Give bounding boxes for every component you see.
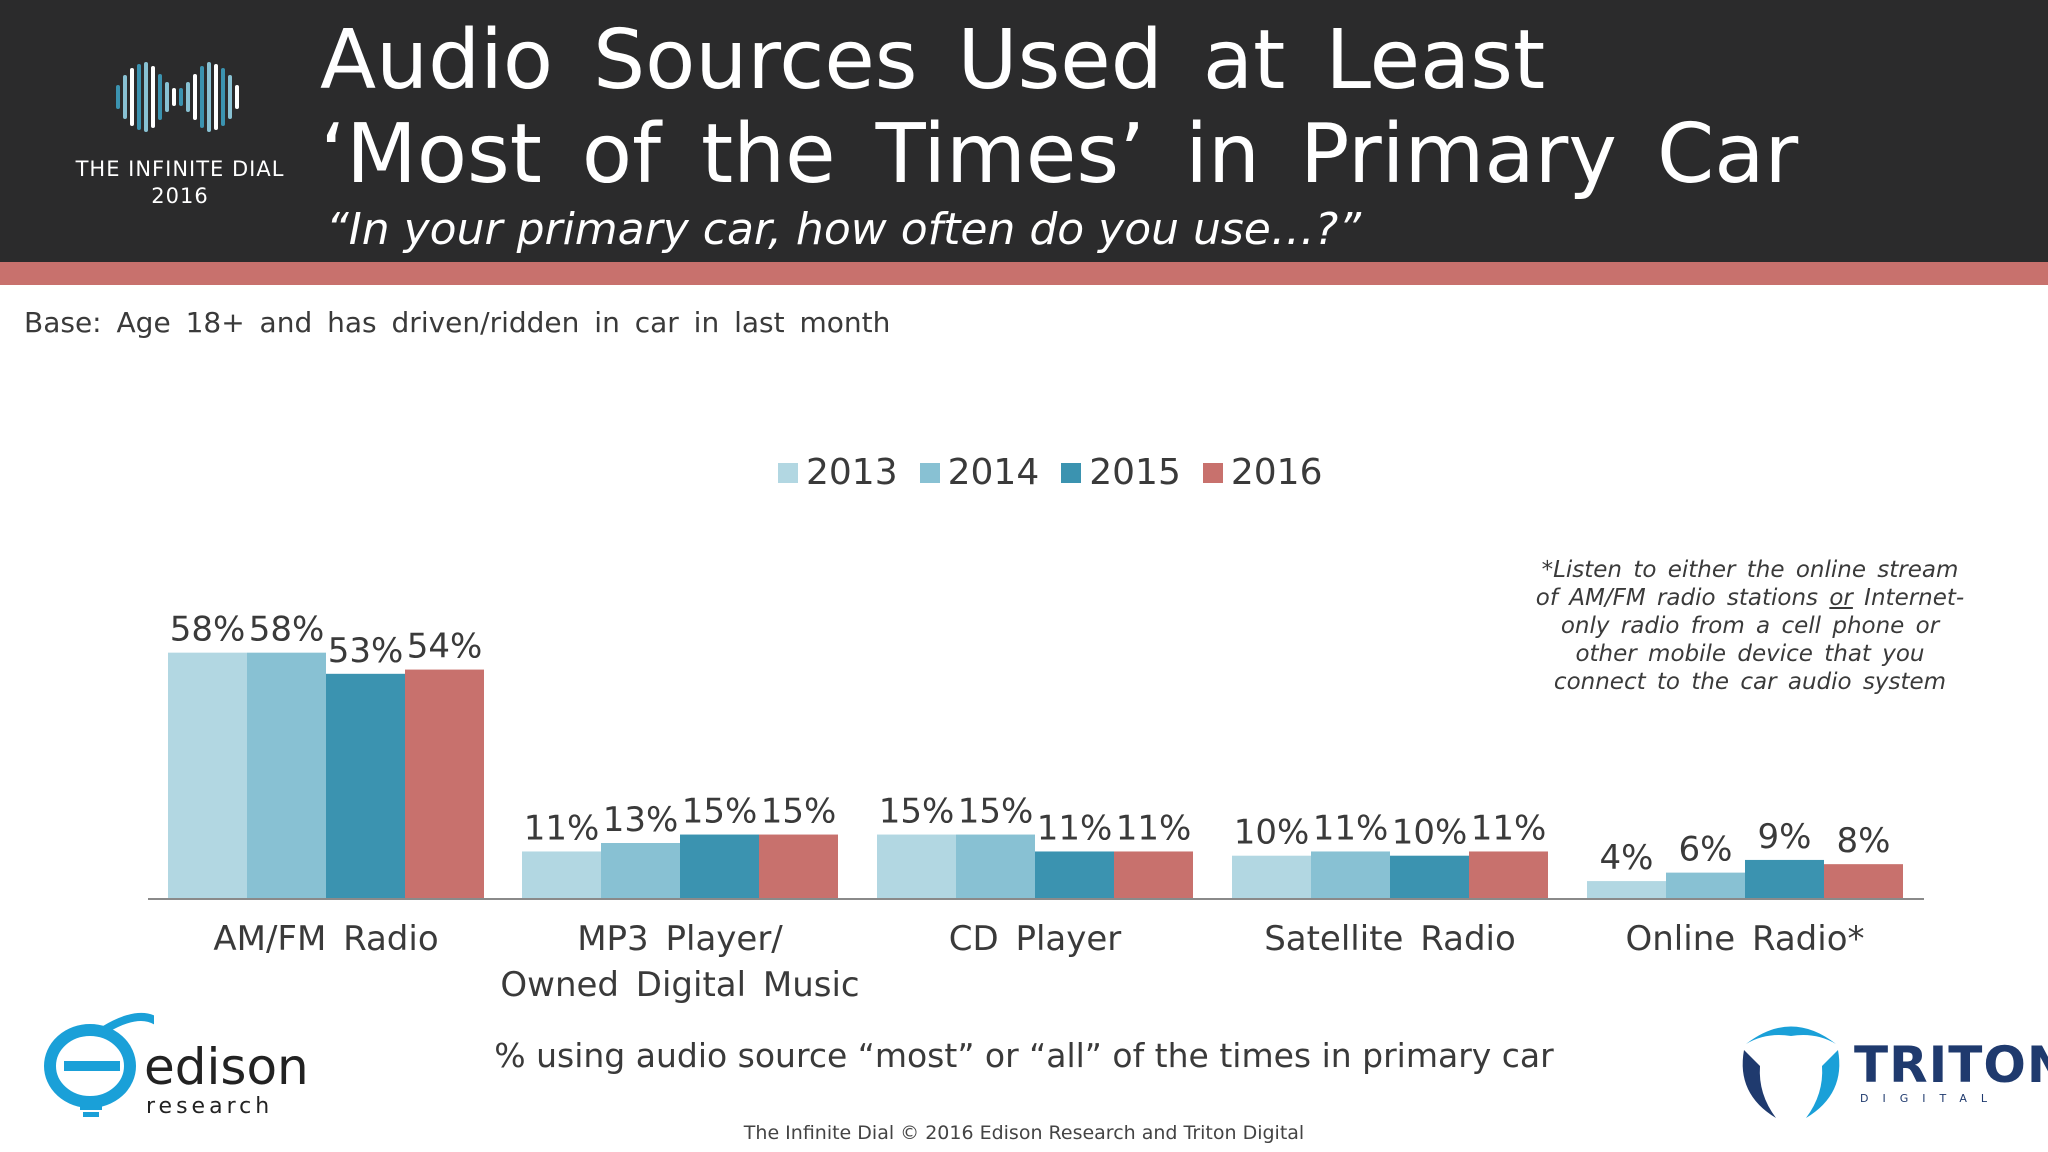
legend-item-2014: 2014 — [919, 452, 1040, 493]
bar-2015-cat-2 — [1035, 851, 1114, 898]
bar-2014-cat-4 — [1666, 872, 1745, 898]
footnote-line-3: only radio from a cell phone or — [1560, 613, 1940, 639]
triton-sub: DIGITAL — [1860, 1092, 2002, 1105]
footnote-line-5: connect to the car audio system — [1553, 669, 1947, 695]
bar-2014-cat-2 — [956, 834, 1035, 898]
data-label-2014-cat-2: 15% — [958, 792, 1034, 832]
bar-2013-cat-3 — [1232, 855, 1311, 898]
data-label-2013-cat-2: 15% — [879, 792, 955, 832]
bar-2016-cat-3 — [1469, 851, 1548, 898]
triton-swirl-icon — [1742, 1026, 1840, 1118]
page-subtitle: “In your primary car, how often do you u… — [326, 204, 1362, 255]
data-label-2013-cat-4: 4% — [1600, 838, 1654, 878]
page-title: Audio Sources Used at Least ‘Most of the… — [320, 14, 2020, 202]
legend-item-2015: 2015 — [1061, 452, 1181, 493]
bar-2014-cat-1 — [601, 843, 680, 898]
copyright-note: The Infinite Dial © 2016 Edison Research… — [743, 1122, 1305, 1144]
legend-label-2014: 2014 — [947, 452, 1040, 493]
data-label-2015-cat-0: 53% — [328, 631, 404, 671]
bar-2013-cat-2 — [877, 834, 956, 898]
footnote-line-1: *Listen to either the online stream — [1541, 557, 1959, 583]
data-label-2016-cat-2: 11% — [1116, 808, 1192, 848]
header-stripe — [0, 262, 2048, 285]
data-label-2016-cat-1: 15% — [761, 792, 837, 832]
bar-2015-cat-3 — [1390, 855, 1469, 898]
bar-2015-cat-1 — [680, 834, 759, 898]
data-label-2014-cat-1: 13% — [603, 800, 679, 840]
footnote-line-2: of AM/FM radio stations or Internet- — [1520, 584, 1980, 612]
footnote-line-2a: of AM/FM radio stations — [1535, 585, 1830, 611]
category-label-4-line-0: Online Radio* — [1625, 919, 1864, 959]
infinite-dial-icon — [116, 62, 239, 132]
legend-item-2016: 2016 — [1202, 452, 1323, 493]
footnote-line-4: other mobile device that you — [1575, 641, 1925, 667]
data-label-2015-cat-2: 11% — [1037, 808, 1113, 848]
bar-2016-cat-2 — [1114, 851, 1193, 898]
data-label-2016-cat-0: 54% — [407, 627, 483, 667]
legend-label-2015: 2015 — [1089, 452, 1181, 493]
bar-2016-cat-1 — [759, 834, 838, 898]
triton-digital-logo: TRITON DIGITAL — [1736, 1014, 2048, 1124]
bar-2013-cat-0 — [168, 652, 247, 898]
title-line-2: ‘Most of the Times’ in Primary Car — [320, 107, 1799, 202]
category-label-3-line-0: Satellite Radio — [1264, 919, 1516, 959]
edison-name: edison — [144, 1038, 309, 1096]
edison-research-logo: edison research — [44, 1010, 309, 1122]
bar-2014-cat-0 — [247, 652, 326, 898]
chart-caption: % using audio source “most” or “all” of … — [494, 1036, 1554, 1075]
footnote-line-2b: Internet- — [1852, 585, 1965, 611]
legend-item-2013: 2013 — [778, 452, 898, 493]
bar-2013-cat-1 — [522, 851, 601, 898]
infinite-dial-logo: THE INFINITE DIAL 2016 — [60, 48, 300, 218]
data-label-2016-cat-3: 11% — [1471, 808, 1547, 848]
category-label-0-line-0: AM/FM Radio — [213, 919, 438, 959]
data-label-2013-cat-3: 10% — [1234, 813, 1310, 853]
category-label-1-line-1: Owned Digital Music — [500, 965, 859, 1005]
edison-sub: research — [146, 1094, 274, 1119]
legend-swatch-2013 — [778, 462, 798, 483]
data-label-2015-cat-1: 15% — [682, 792, 758, 832]
online-radio-footnote: *Listen to either the online stream of A… — [1520, 556, 1980, 696]
category-label-2-line-0: CD Player — [949, 919, 1122, 959]
triton-name: TRITON — [1854, 1036, 2048, 1094]
bar-2015-cat-4 — [1745, 859, 1824, 898]
title-line-1: Audio Sources Used at Least — [320, 13, 1546, 108]
bar-2015-cat-0 — [326, 673, 405, 898]
footnote-or: or — [1829, 585, 1853, 611]
bar-2016-cat-4 — [1824, 864, 1903, 898]
legend-swatch-2016 — [1202, 462, 1223, 483]
legend-label-2016: 2016 — [1230, 452, 1323, 493]
bar-2013-cat-4 — [1587, 881, 1666, 898]
base-note: Base: Age 18+ and has driven/ridden in c… — [24, 306, 891, 339]
bar-2014-cat-3 — [1311, 851, 1390, 898]
data-label-2014-cat-4: 6% — [1679, 830, 1733, 870]
bar-2016-cat-0 — [405, 669, 484, 898]
data-label-2014-cat-3: 11% — [1313, 808, 1389, 848]
legend-swatch-2015 — [1061, 462, 1082, 483]
edison-bulb-icon — [44, 1012, 154, 1117]
category-label-1-line-0: MP3 Player/ — [577, 919, 783, 959]
data-label-2015-cat-4: 9% — [1758, 817, 1812, 857]
data-label-2013-cat-0: 58% — [170, 610, 246, 650]
chart-legend: 2013 2014 2015 2016 — [778, 452, 1323, 493]
legend-swatch-2014 — [919, 462, 940, 483]
data-label-2015-cat-3: 10% — [1392, 813, 1468, 853]
legend-label-2013: 2013 — [806, 452, 898, 493]
brand-year: 2016 — [151, 184, 209, 208]
data-label-2014-cat-0: 58% — [249, 610, 325, 650]
data-label-2013-cat-1: 11% — [524, 808, 600, 848]
header-bar — [0, 0, 2048, 262]
brand-name: THE INFINITE DIAL — [75, 157, 285, 181]
data-label-2016-cat-4: 8% — [1837, 821, 1891, 861]
